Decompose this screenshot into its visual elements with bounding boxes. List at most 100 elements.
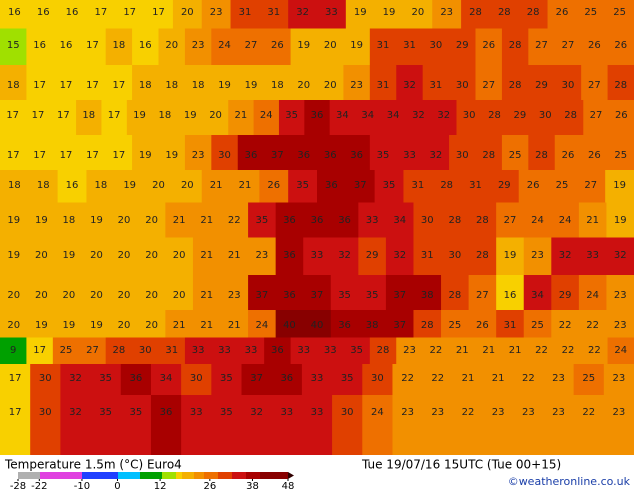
temperature-cell (573, 395, 605, 456)
temperature-label: 20 (173, 290, 186, 301)
temperature-cell (422, 65, 450, 101)
temperature-cell (144, 170, 174, 203)
temperature-label: 32 (559, 250, 572, 261)
temperature-cell (220, 310, 249, 338)
temperature-cell (248, 237, 277, 276)
temperature-label: 18 (158, 110, 171, 121)
temperature-label: 38 (421, 290, 434, 301)
temperature-cell (461, 170, 491, 203)
temperature-cell (501, 337, 529, 365)
temperature-cell (547, 0, 577, 29)
temperature-cell (578, 202, 607, 238)
temperature-label: 18 (37, 180, 50, 191)
temperature-cell (110, 275, 139, 311)
temperature-cell (554, 28, 582, 66)
temperature-label: 32 (430, 150, 443, 161)
temperature-label: 21 (235, 110, 248, 121)
temperature-cell (475, 135, 503, 171)
temperature-cell (303, 237, 332, 276)
temperature-label: 19 (245, 80, 258, 91)
temperature-cell (184, 28, 212, 66)
temperature-cell (177, 100, 204, 136)
temperature-label: 17 (86, 80, 99, 91)
temperature-label: 22 (588, 345, 601, 356)
temperature-label: 28 (614, 80, 627, 91)
temperature-label: 35 (350, 345, 363, 356)
temperature-label: 40 (311, 320, 324, 331)
temperature-label: 35 (377, 150, 390, 161)
temperature-cell (264, 28, 292, 66)
temperature-cell (259, 0, 289, 29)
temperature-label: 33 (311, 250, 324, 261)
temperature-cell (0, 275, 29, 311)
temperature-label: 17 (60, 80, 73, 91)
temperature-cell (518, 0, 549, 29)
temperature-label: 28 (509, 40, 522, 51)
temperature-label: 20 (209, 110, 222, 121)
colorbar-segment (96, 472, 99, 479)
temperature-label: 19 (7, 215, 20, 226)
colorbar-segment (110, 472, 113, 479)
temperature-cell (192, 237, 222, 276)
colorbar-segment (146, 472, 149, 479)
colorbar-tick-label: 48 (282, 481, 295, 490)
temperature-label: 33 (297, 345, 310, 356)
temperature-label: 28 (564, 110, 577, 121)
colorbar-segment (158, 472, 161, 479)
temperature-cell (523, 202, 552, 238)
temperature-label: 24 (559, 215, 572, 226)
temperature-cell (551, 202, 580, 238)
temperature-label: 33 (190, 407, 203, 418)
colorbar-segment (150, 472, 153, 479)
temperature-label: 20 (63, 290, 76, 301)
temperature-label: 23 (552, 407, 565, 418)
temperature-cell (606, 275, 634, 311)
temperature-cell (303, 202, 332, 238)
temperature-cell (158, 337, 186, 365)
temperature-label: 36 (311, 215, 324, 226)
temperature-cell (496, 202, 525, 238)
temperature-cell (115, 170, 145, 203)
temperature-cell (290, 337, 318, 365)
temperature-cell (55, 237, 84, 276)
temperature-label: 23 (614, 320, 627, 331)
temperature-label: 16 (66, 180, 79, 191)
temperature-label: 17 (108, 110, 121, 121)
temperature-cell (554, 337, 582, 365)
temperature-cell (301, 364, 333, 396)
colorbar-segment (40, 472, 43, 479)
temperature-cell (603, 395, 634, 456)
temperature-cell (25, 100, 52, 136)
temperature-cell (330, 202, 359, 238)
temperature-label: 28 (535, 150, 548, 161)
temperature-label: 30 (39, 407, 52, 418)
colorbar-segment (232, 472, 235, 479)
temperature-cell (303, 275, 332, 311)
temperature-cell (441, 202, 470, 238)
temperature-cell (201, 0, 232, 29)
temperature-cell (82, 202, 111, 238)
temperature-label: 31 (504, 320, 517, 331)
temperature-label: 19 (504, 250, 517, 261)
temperature-cell (554, 135, 582, 171)
temperature-cell (576, 0, 606, 29)
temperature-cell (606, 237, 634, 276)
temperature-label: 18 (113, 40, 126, 51)
temperature-cell (496, 310, 525, 338)
temperature-cell (301, 395, 333, 456)
temperature-cell (275, 202, 304, 238)
temperature-cell (248, 202, 277, 238)
temperature-label: 18 (139, 80, 152, 91)
temperature-label: 26 (562, 150, 575, 161)
colorbar-segment (206, 472, 209, 479)
temperature-label: 25 (584, 7, 597, 18)
temperature-cell (52, 65, 80, 101)
temperature-label: 22 (401, 373, 414, 384)
temperature-cell (449, 337, 476, 365)
temperature-label: 19 (63, 320, 76, 331)
colorbar-segment (102, 472, 105, 479)
temperature-label: 30 (139, 345, 152, 356)
temperature-cell (79, 65, 107, 101)
temperature-cell (230, 170, 260, 203)
colorbar-segment (262, 472, 265, 479)
